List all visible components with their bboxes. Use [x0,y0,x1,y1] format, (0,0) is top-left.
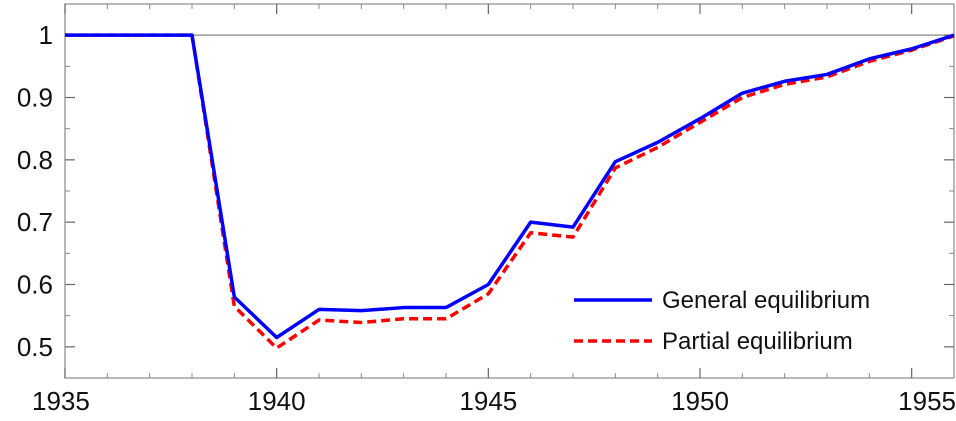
y-tick-label: 0.7 [17,207,53,237]
series-layer [65,33,955,350]
x-tick-label: 1945 [459,386,517,416]
major-ticks [64,4,954,378]
legend: General equilibrium Partial equilibrium [574,287,870,355]
x-tick-label: 1935 [32,386,90,416]
tick-labels: 1935 1940 1945 1950 1955 0.5 0.6 0.7 0.8 0.9 1 [17,20,956,416]
plot-frame [64,3,955,379]
y-tick-label: 0.9 [17,83,53,113]
x-tick-label: 1950 [671,386,729,416]
y-tick-label: 0.5 [17,332,53,362]
y-tick-label: 1 [39,20,53,50]
series-line-general-equilibrium [65,33,955,340]
x-tick-label: 1940 [248,386,306,416]
legend-label-general-equilibrium: General equilibrium [662,287,870,314]
minor-ticks [65,3,955,379]
y-tick-label: 0.8 [17,145,53,175]
x-tick-label: 1955 [898,386,956,416]
series-line-partial-equilibrium [65,33,955,350]
legend-label-partial-equilibrium: Partial equilibrium [662,328,853,355]
y-tick-label: 0.6 [17,270,53,300]
